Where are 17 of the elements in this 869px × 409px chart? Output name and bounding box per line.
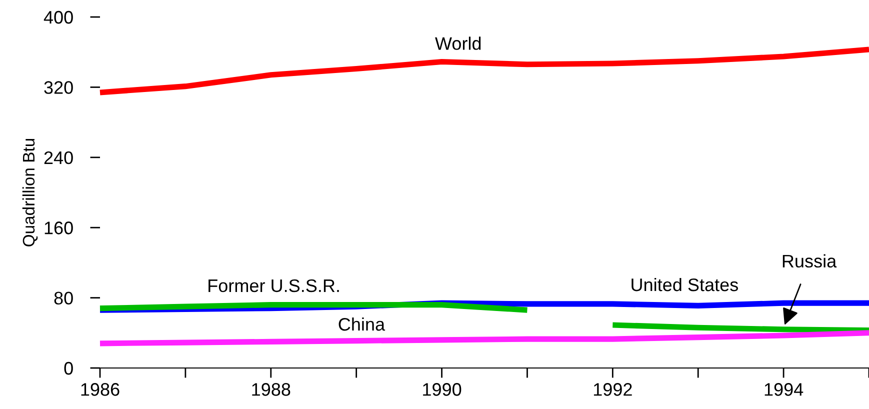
y-axis-title: Quadrillion Btu (22, 138, 38, 246)
text: Russia (782, 254, 837, 268)
series-label: Former U.S.S.R. (208, 279, 339, 292)
y-tick-label: 160 (44, 222, 73, 234)
y-tick-label: 240 (44, 151, 73, 164)
x-tick-label: 1990 (423, 383, 462, 396)
series-label: United States (632, 278, 738, 292)
y-tick-label: 400 (44, 10, 73, 24)
y-tick-label: 320 (44, 81, 73, 94)
x-tick-label: 1986 (81, 383, 120, 396)
x-tick-label: 1988 (252, 383, 290, 396)
y-tick-label: 80 (54, 292, 73, 305)
x-tick-label: 1994 (764, 383, 804, 396)
y-tick-label: 0 (64, 362, 73, 375)
series-label: China (338, 317, 386, 331)
x-tick-label: 1992 (594, 383, 632, 396)
series-label: World (435, 36, 481, 50)
